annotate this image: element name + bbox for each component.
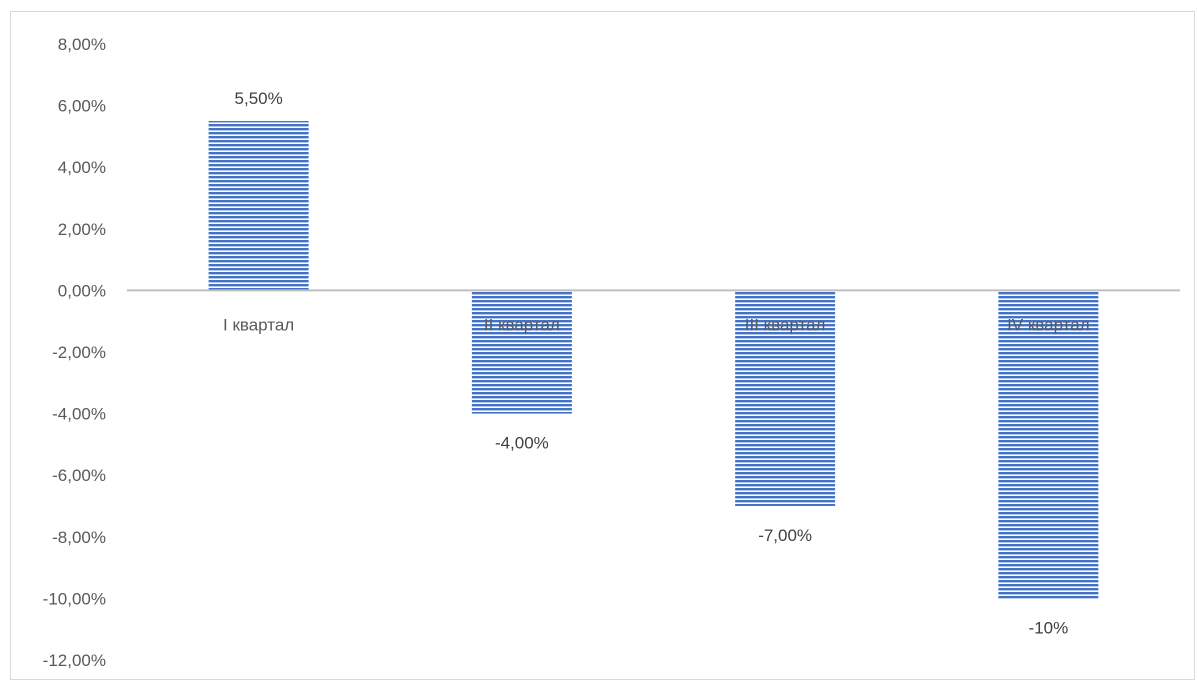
bars xyxy=(208,121,1099,599)
bar xyxy=(735,290,836,506)
data-label: 5,50% xyxy=(235,89,283,108)
data-label: -4,00% xyxy=(495,434,549,453)
y-tick-label: 4,00% xyxy=(58,158,106,177)
category-label: IV квартал xyxy=(1007,315,1090,334)
category-label: II квартал xyxy=(484,315,560,334)
chart-frame xyxy=(10,11,1195,680)
y-tick-label: -10,00% xyxy=(43,589,106,608)
y-axis-tick-labels: 8,00% 6,00% 4,00% 2,00% 0,00% -2,00% -4,00% -6,… xyxy=(43,35,106,670)
data-label: -10% xyxy=(1029,618,1069,637)
y-tick-label: 8,00% xyxy=(58,35,106,54)
category-label: I квартал xyxy=(223,315,294,334)
y-tick-label: -6,00% xyxy=(52,466,106,485)
y-tick-label: -2,00% xyxy=(52,343,106,362)
y-tick-label: 6,00% xyxy=(58,97,106,116)
y-tick-label: 0,00% xyxy=(58,281,106,300)
bar xyxy=(998,290,1099,599)
y-tick-label: -12,00% xyxy=(43,651,106,670)
data-label: -7,00% xyxy=(758,526,812,545)
data-labels: 5,50% -4,00% -7,00% -10% xyxy=(235,89,1069,637)
y-tick-label: -8,00% xyxy=(52,528,106,547)
y-tick-label: 2,00% xyxy=(58,220,106,239)
category-label: III квартал xyxy=(745,315,826,334)
y-tick-label: -4,00% xyxy=(52,405,106,424)
category-labels: I квартал II квартал III квартал IV квартал xyxy=(223,315,1090,334)
bar xyxy=(471,290,572,414)
bar xyxy=(208,121,309,291)
